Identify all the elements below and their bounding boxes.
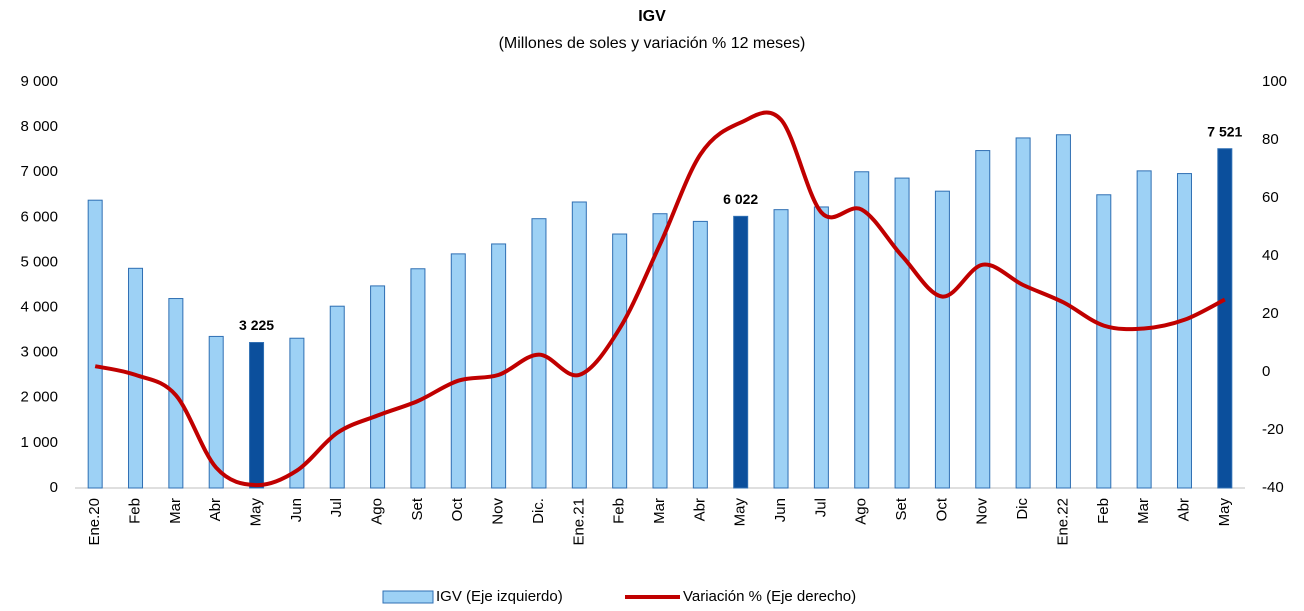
- bar: [571, 201, 587, 489]
- data-label: 7 521: [1207, 123, 1242, 139]
- y2-tick-label: 80: [1262, 131, 1279, 148]
- x-tick-label: Set: [409, 497, 426, 520]
- y-tick-label: 3 000: [20, 344, 58, 361]
- x-tick-label: May: [248, 498, 265, 527]
- y2-tick-label: 40: [1262, 247, 1279, 264]
- bar: [692, 220, 708, 489]
- bar: [249, 342, 265, 489]
- y-tick-label: 5 000: [20, 253, 58, 270]
- chart-subtitle: (Millones de soles y variación % 12 mese…: [499, 35, 806, 52]
- bar: [87, 199, 103, 489]
- bar: [652, 213, 668, 489]
- legend-label: Variación % (Eje derecho): [683, 588, 856, 605]
- x-tick-label: Mar: [651, 498, 668, 524]
- x-tick-label: Ene.21: [570, 498, 587, 546]
- y2-tick-label: 20: [1262, 305, 1279, 322]
- x-tick-label: Oct: [933, 497, 950, 521]
- data-label: 3 225: [239, 317, 274, 333]
- bar: [975, 150, 991, 489]
- y-tick-label: 4 000: [20, 299, 58, 316]
- bar: [1096, 194, 1112, 489]
- legend-label: IGV (Eje izquierdo): [436, 588, 563, 605]
- x-tick-label: Dic: [1014, 498, 1031, 520]
- y-tick-label: 2 000: [20, 389, 58, 406]
- x-tick-label: Jul: [328, 498, 345, 517]
- x-tick-label: May: [1216, 498, 1233, 527]
- y-tick-label: 1 000: [20, 434, 58, 451]
- x-tick-label: Ago: [853, 498, 870, 525]
- bar: [934, 190, 950, 489]
- bar: [289, 337, 305, 489]
- data-label: 6 022: [723, 191, 758, 207]
- x-tick-label: Ene.22: [1054, 498, 1071, 546]
- x-tick-label: Jun: [772, 498, 789, 522]
- x-tick-label: Jun: [288, 498, 305, 522]
- x-tick-label: Ago: [369, 498, 386, 525]
- x-tick-label: Feb: [611, 498, 628, 524]
- y-tick-label: 6 000: [20, 208, 58, 225]
- x-tick-label: May: [732, 498, 749, 527]
- x-tick-label: Feb: [126, 498, 143, 524]
- x-tick-label: Abr: [691, 498, 708, 521]
- line: [94, 110, 1226, 488]
- y2-tick-label: 100: [1262, 73, 1287, 90]
- bar: [370, 285, 386, 489]
- legend-swatch: [382, 590, 434, 604]
- bar: [208, 335, 224, 489]
- bar: [773, 209, 789, 489]
- chart-title: IGV: [638, 8, 666, 25]
- y-tick-label: 8 000: [20, 118, 58, 135]
- bar: [329, 305, 345, 489]
- bar: [410, 268, 426, 489]
- x-tick-label: Abr: [1175, 498, 1192, 521]
- x-tick-label: Abr: [207, 498, 224, 521]
- y2-tick-label: -20: [1262, 421, 1284, 438]
- x-tick-label: Mar: [167, 498, 184, 524]
- x-tick-label: Nov: [974, 498, 991, 525]
- y-tick-label: 9 000: [20, 73, 58, 90]
- x-tick-label: Set: [893, 497, 910, 520]
- y2-tick-label: 0: [1262, 363, 1270, 380]
- y2-tick-label: 60: [1262, 189, 1279, 206]
- y-tick-label: 7 000: [20, 163, 58, 180]
- bar: [612, 233, 628, 489]
- x-tick-label: Dic.: [530, 498, 547, 524]
- bar: [491, 243, 507, 489]
- x-tick-label: Mar: [1135, 498, 1152, 524]
- bar: [813, 206, 829, 489]
- y-tick-label: 0: [50, 479, 58, 496]
- bar: [1055, 134, 1071, 489]
- x-tick-label: Ene.20: [86, 498, 103, 546]
- bar: [894, 177, 910, 489]
- bar: [1217, 148, 1233, 489]
- bar: [854, 171, 870, 489]
- bar: [733, 215, 749, 489]
- y2-tick-label: -40: [1262, 479, 1284, 496]
- x-tick-label: Oct: [449, 497, 466, 521]
- bar: [1015, 137, 1031, 489]
- bar: [1176, 173, 1192, 489]
- x-tick-label: Jul: [812, 498, 829, 517]
- bar: [450, 253, 466, 489]
- x-tick-label: Nov: [490, 498, 507, 525]
- x-tick-label: Feb: [1095, 498, 1112, 524]
